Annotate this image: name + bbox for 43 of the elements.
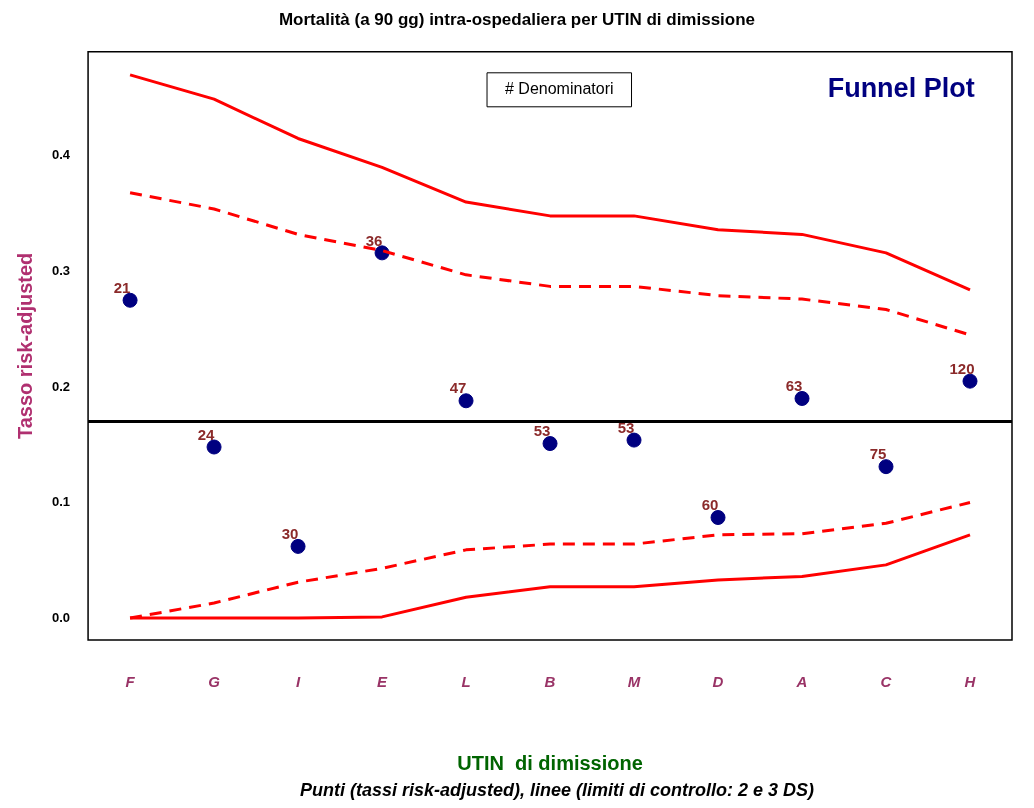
annotation: 36: [365, 231, 383, 249]
annotation: 120: [949, 359, 975, 377]
x-tick-label: B: [544, 673, 556, 691]
point: [458, 393, 474, 409]
text: Punti (tassi risk-adjusted), linee (limiti di controllo: 2 e 3 DS): [298, 780, 816, 801]
annotation: 75: [869, 445, 887, 463]
y-tick-label: 0.2: [51, 378, 71, 394]
annotation: # Denominatori: [505, 80, 614, 98]
x-tick-label: G: [208, 673, 221, 691]
annotation: 63: [785, 377, 803, 395]
x-tick-label: A: [795, 673, 808, 691]
annotation: Funnel Plot: [827, 73, 975, 104]
annotation: 53: [533, 422, 551, 440]
point: [962, 373, 978, 389]
y-tick-label: 0.3: [51, 262, 71, 278]
x-tick-label: C: [880, 673, 893, 691]
point: [542, 436, 558, 452]
point: [710, 510, 726, 526]
chart-title: Mortalità (a 90 gg) intra-ospedaliera per UTIN di dimissione: [277, 9, 757, 31]
annotation: 30: [281, 525, 299, 543]
x-axis-title: UTIN di dimissione: [457, 751, 643, 774]
annotation: 24: [197, 425, 216, 443]
x-tick-label: F: [125, 673, 136, 691]
y-axis-title: Tasso risk-adjusted: [13, 252, 36, 440]
point: [878, 459, 894, 475]
x-tick-label: H: [964, 673, 977, 691]
x-tick-label: I: [295, 673, 301, 691]
x-tick-label: L: [461, 673, 471, 691]
y-tick-label: 0.0: [51, 609, 71, 625]
point: [794, 390, 810, 406]
x-tick-label: M: [627, 673, 641, 691]
point: [626, 432, 642, 448]
y-tick-label: 0.1: [51, 494, 71, 510]
x-tick-label: D: [712, 673, 724, 691]
y-tick-label: 0.4: [51, 147, 71, 163]
annotation: 53: [617, 418, 635, 436]
annotation: 47: [449, 379, 467, 397]
annotation: 60: [701, 496, 719, 514]
point: [206, 439, 222, 455]
annotation: 21: [113, 278, 131, 296]
point: [290, 538, 306, 554]
point: [122, 292, 138, 308]
x-tick-label: E: [377, 673, 389, 691]
